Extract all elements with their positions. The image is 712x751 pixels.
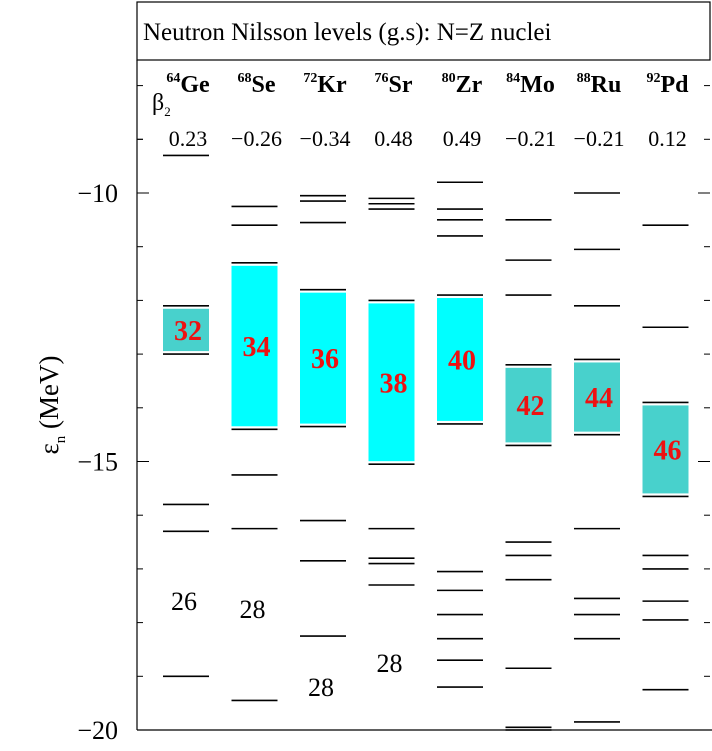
gap-box-36	[300, 292, 346, 424]
y-ticks	[137, 85, 710, 731]
gap-box-32	[163, 308, 209, 352]
gap-box-42	[505, 367, 552, 443]
beta-value: 0.48	[374, 126, 413, 151]
shell-number: 28	[308, 673, 334, 702]
y-tick-labels: −10 −15 −20	[77, 179, 118, 745]
title-box	[136, 1, 711, 61]
mass-number: 88	[577, 71, 591, 86]
y-tick-label: −10	[77, 179, 118, 208]
gap-box-40	[437, 298, 483, 421]
gap-box-44	[574, 362, 620, 432]
y-axis-symbol: ε	[34, 443, 64, 454]
gap-number-40: 40	[448, 345, 476, 376]
element-symbol: Ge	[180, 72, 210, 98]
element-symbol: Ru	[591, 72, 622, 98]
y-tick-label: −20	[77, 716, 118, 745]
mass-number: 80	[442, 71, 456, 86]
nucleus-header: 72Kr	[303, 71, 347, 98]
shell-number: 28	[377, 649, 403, 678]
beta-values: 0.23 −0.26 −0.34 0.48 0.49 −0.21 −0.21 0.12	[169, 126, 687, 151]
mass-number: 84	[506, 71, 520, 86]
gap-box-38	[368, 303, 415, 462]
gap-number-36: 36	[311, 344, 339, 375]
gap-number-34: 34	[243, 332, 271, 363]
element-symbol: Zr	[456, 72, 483, 98]
y-axis-unit: (MeV)	[34, 355, 64, 428]
mass-number: 72	[303, 71, 317, 86]
element-symbol: Se	[252, 72, 276, 98]
nucleus-header: 68Se	[238, 71, 276, 98]
beta-value: −0.21	[505, 126, 556, 151]
level-lines	[163, 154, 689, 731]
gap-regions	[163, 265, 689, 494]
mass-number: 92	[646, 71, 660, 86]
gap-number-42: 42	[517, 391, 545, 422]
shell-number: 26	[171, 587, 197, 616]
gap-number-38: 38	[380, 368, 408, 399]
beta-value: 0.49	[443, 126, 482, 151]
svg-text:εn (MeV): εn (MeV)	[34, 355, 69, 454]
gap-labels: 32 34 36 38 40 42 44 46	[174, 316, 682, 466]
nucleus-header: 88Ru	[577, 71, 622, 98]
gap-number-32: 32	[174, 316, 202, 347]
chart-title: Neutron Nilsson levels (g.s): N=Z nuclei	[143, 19, 552, 46]
shell-labels: 26 28 28 28	[171, 587, 403, 702]
beta-row-label: β2	[152, 90, 171, 119]
element-symbol: Kr	[317, 72, 347, 98]
gap-box-34	[231, 265, 278, 427]
beta-value: 0.23	[169, 126, 208, 151]
beta-symbol: β	[152, 90, 164, 116]
nucleus-header: 76Sr	[375, 71, 413, 98]
mass-number: 68	[238, 71, 252, 86]
element-symbol: Mo	[520, 72, 555, 98]
beta-value: −0.21	[574, 126, 625, 151]
beta-value: −0.26	[231, 126, 282, 151]
shell-number: 28	[240, 595, 266, 624]
nucleus-headers: 64Ge 68Se 72Kr 76Sr 80Zr 84Mo 88Ru 92Pd	[166, 71, 689, 98]
nucleus-header: 84Mo	[506, 71, 555, 98]
y-tick-label: −15	[77, 448, 118, 477]
gap-box-46	[642, 405, 689, 494]
gap-number-44: 44	[585, 383, 613, 414]
y-axis-label: εn (MeV)	[34, 355, 69, 454]
element-symbol: Pd	[660, 72, 689, 98]
beta-subscript: 2	[164, 104, 171, 119]
gap-number-46: 46	[654, 435, 682, 466]
nucleus-header: 92Pd	[646, 71, 689, 98]
nucleus-header: 80Zr	[442, 71, 483, 98]
beta-value: 0.12	[648, 126, 687, 151]
y-axis-subscript: n	[53, 435, 69, 443]
mass-number: 64	[166, 71, 180, 86]
nucleus-header: 64Ge	[166, 71, 210, 98]
element-symbol: Sr	[389, 72, 413, 98]
mass-number: 76	[375, 71, 389, 86]
beta-value: −0.34	[300, 126, 351, 151]
